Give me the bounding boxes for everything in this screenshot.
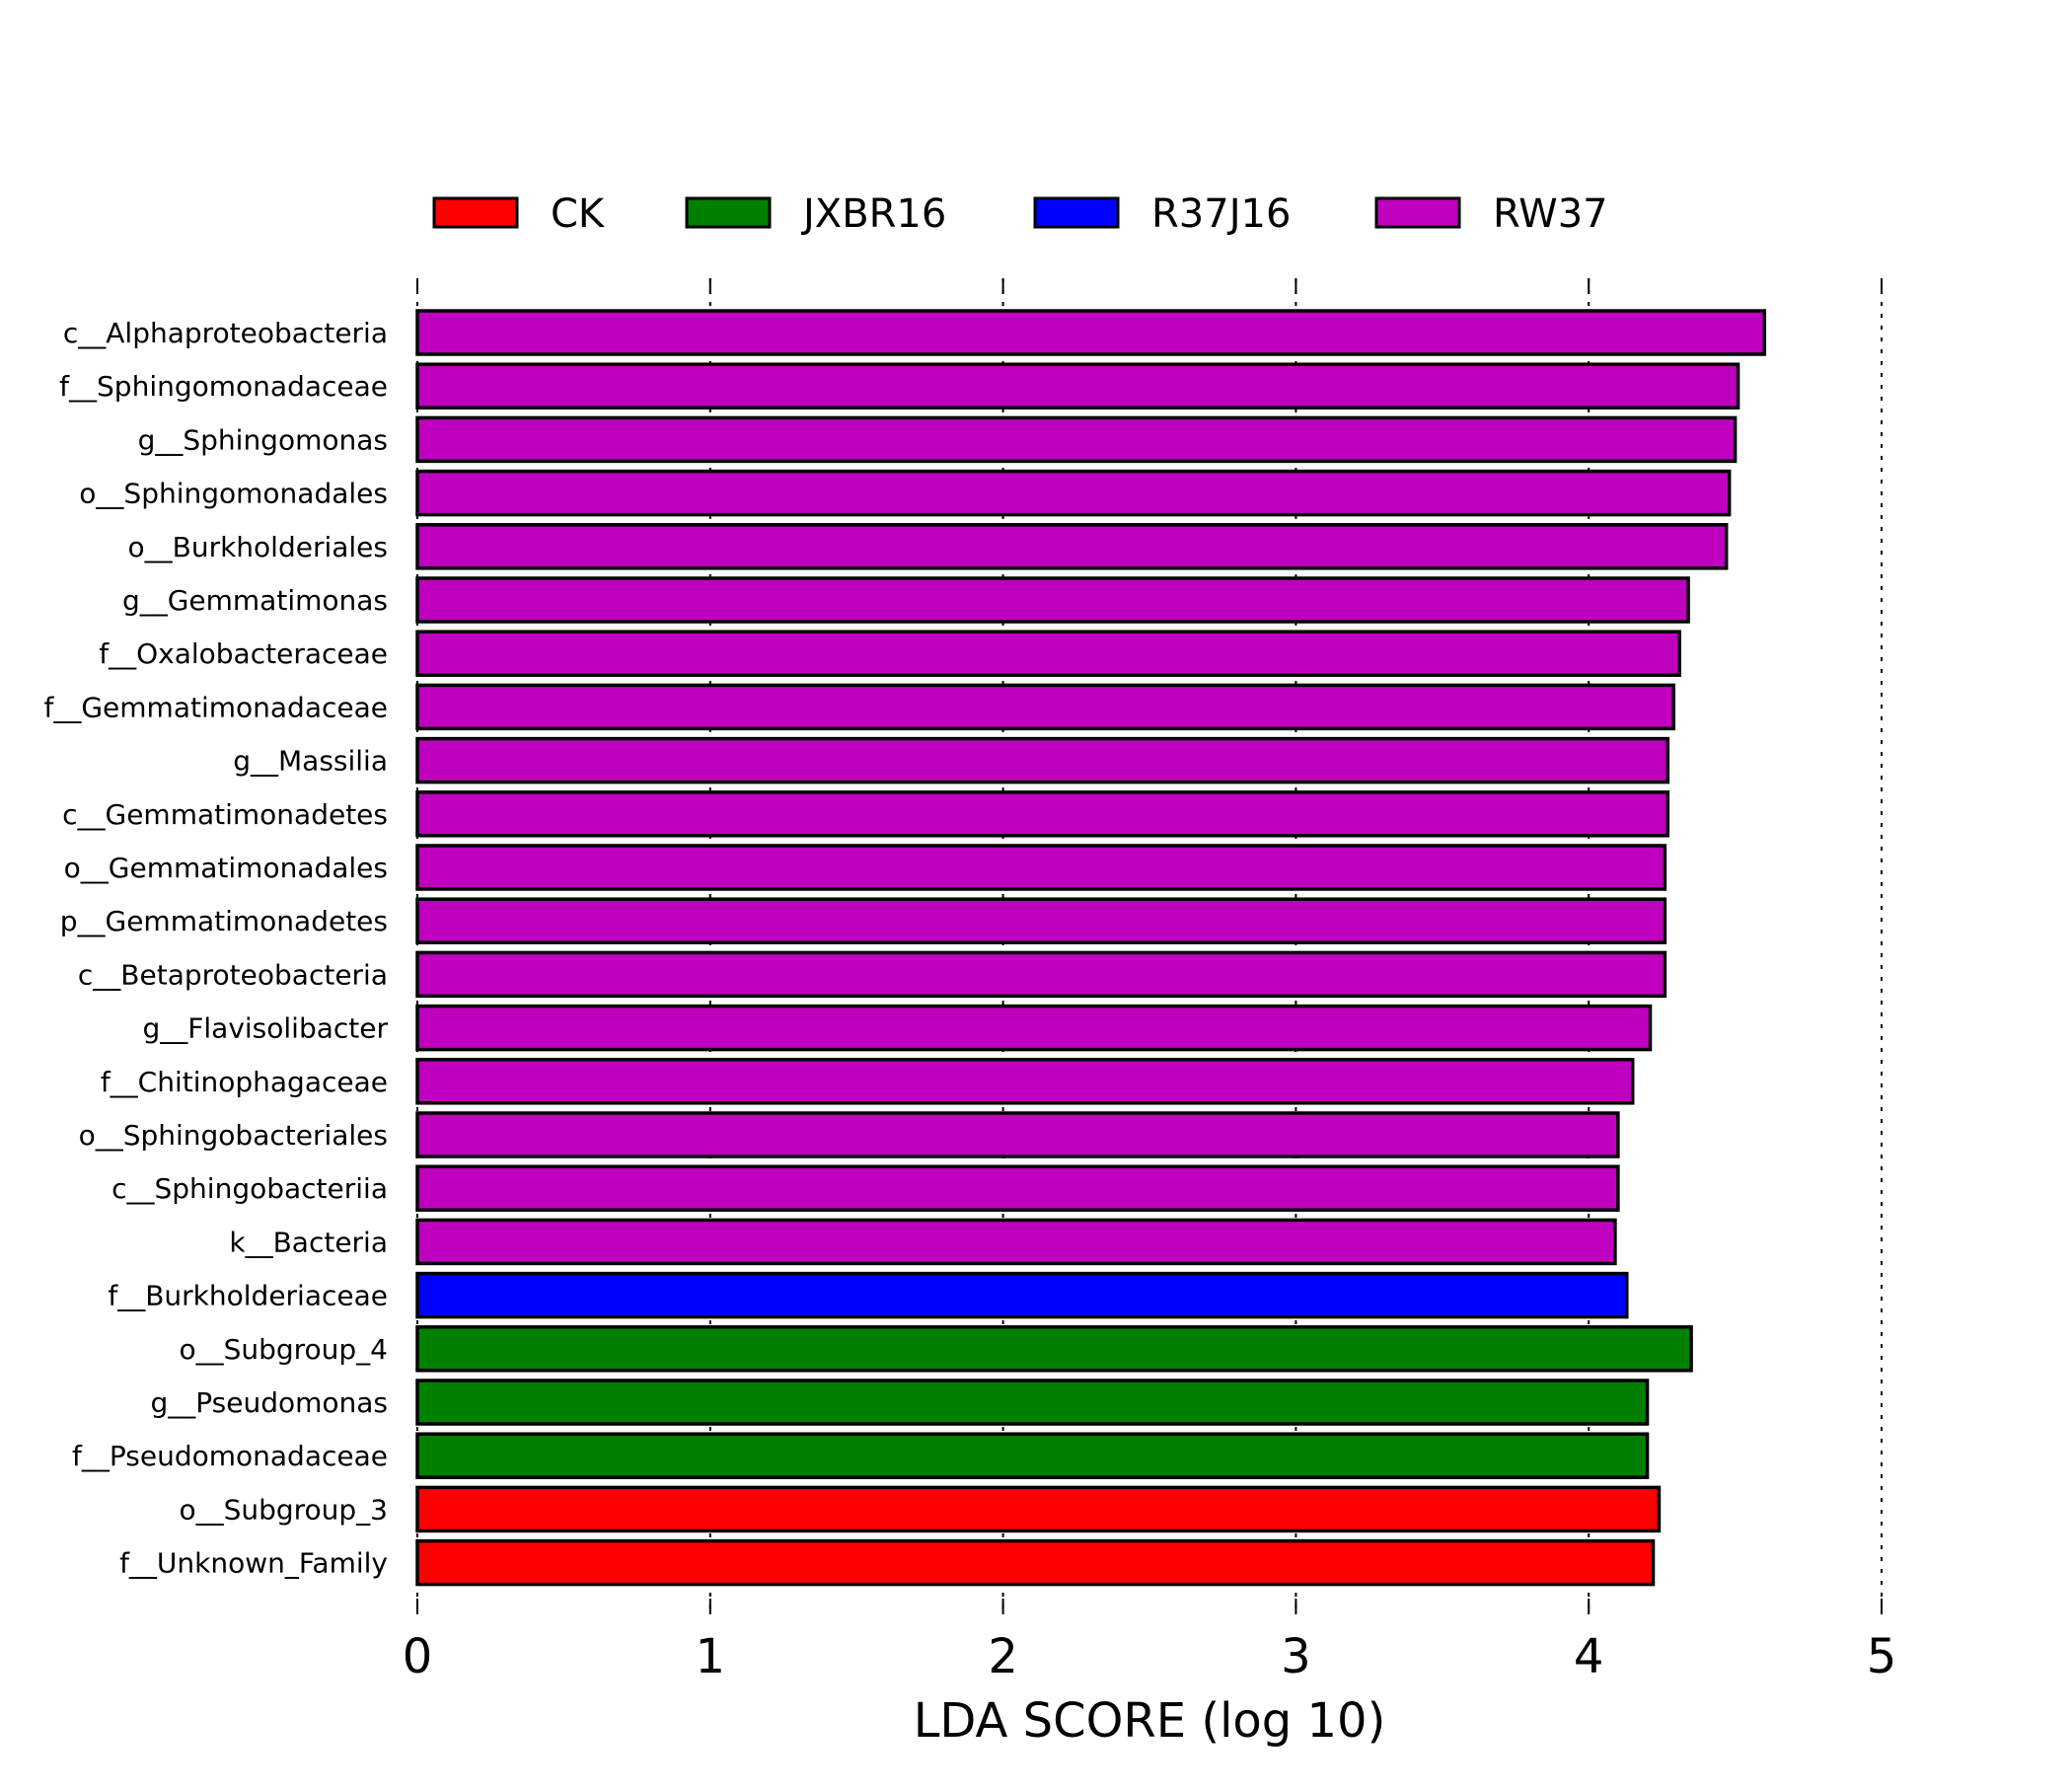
bar bbox=[415, 683, 1676, 731]
bars bbox=[415, 309, 1767, 1587]
bar bbox=[415, 1058, 1635, 1105]
bar bbox=[415, 844, 1667, 891]
bar bbox=[415, 1538, 1656, 1587]
bar bbox=[415, 790, 1670, 838]
bar bbox=[415, 950, 1667, 999]
category-labels: c__Alphaproteobacteria f__Sphingomonadace… bbox=[44, 317, 389, 1580]
bar bbox=[415, 1432, 1650, 1479]
bar bbox=[415, 1164, 1620, 1212]
category-label: f__Burkholderiaceae bbox=[108, 1280, 388, 1312]
legend-swatch bbox=[1374, 196, 1461, 229]
x-tick-label: 0 bbox=[403, 1629, 433, 1684]
x-tick-label: 2 bbox=[988, 1629, 1018, 1684]
bar bbox=[415, 630, 1681, 677]
category-label: g__Sphingomonas bbox=[138, 423, 388, 456]
x-tick-label: 4 bbox=[1574, 1629, 1604, 1684]
legend-label: R37J16 bbox=[1151, 191, 1291, 237]
bar bbox=[415, 1218, 1617, 1266]
category-label: f__Oxalobacteraceae bbox=[99, 637, 388, 670]
bar bbox=[415, 309, 1767, 356]
category-label: o__Subgroup_3 bbox=[179, 1493, 388, 1526]
category-label: o__Sphingobacteriales bbox=[79, 1119, 388, 1152]
bar bbox=[415, 576, 1690, 624]
category-label: o__Sphingomonadales bbox=[79, 478, 388, 510]
bar bbox=[415, 1325, 1693, 1373]
bar bbox=[415, 1271, 1629, 1319]
category-label: c__Gemmatimonadetes bbox=[62, 798, 388, 831]
legend-label: JXBR16 bbox=[800, 191, 946, 237]
legend: CK JXBR16 R37J16 RW37 bbox=[432, 191, 1608, 237]
category-label: g__Gemmatimonas bbox=[122, 584, 388, 617]
legend-label: RW37 bbox=[1493, 191, 1608, 237]
category-label: f__Chitinophagaceae bbox=[101, 1066, 388, 1098]
category-label: g__Flavisolibacter bbox=[143, 1012, 389, 1045]
category-label: g__Massilia bbox=[233, 745, 388, 778]
category-label: f__Gemmatimonadaceae bbox=[44, 691, 389, 723]
legend-swatch bbox=[432, 196, 519, 229]
category-label: o__Gemmatimonadales bbox=[64, 852, 388, 884]
bar bbox=[415, 1004, 1653, 1052]
legend-label: CK bbox=[551, 191, 606, 237]
category-label: c__Alphaproteobacteria bbox=[63, 317, 388, 349]
category-label: f__Sphingomonadaceae bbox=[59, 370, 388, 403]
category-label: c__Betaproteobacteria bbox=[78, 958, 388, 991]
x-tick-label: 5 bbox=[1867, 1629, 1897, 1684]
category-label: f__Pseudomonadaceae bbox=[72, 1440, 388, 1472]
bar bbox=[415, 736, 1670, 784]
bar bbox=[415, 362, 1740, 410]
category-label: f__Unknown_Family bbox=[119, 1547, 388, 1580]
bar bbox=[415, 415, 1738, 464]
x-axis: 0 1 2 3 4 5 bbox=[403, 278, 1897, 1684]
x-tick-label: 3 bbox=[1281, 1629, 1311, 1684]
bar bbox=[415, 523, 1729, 570]
x-axis-title: LDA SCORE (log 10) bbox=[914, 1693, 1386, 1749]
legend-swatch bbox=[685, 196, 772, 229]
category-label: o__Burkholderiales bbox=[127, 531, 388, 563]
legend-swatch bbox=[1033, 196, 1120, 229]
category-label: o__Subgroup_4 bbox=[179, 1333, 388, 1366]
bar bbox=[415, 469, 1732, 517]
bar bbox=[415, 1485, 1662, 1533]
x-tick-label: 1 bbox=[696, 1629, 726, 1684]
bar bbox=[415, 1111, 1620, 1158]
bar bbox=[415, 1379, 1650, 1426]
category-label: g__Pseudomonas bbox=[150, 1386, 388, 1419]
category-label: c__Sphingobacteriia bbox=[111, 1172, 388, 1205]
category-label: k__Bacteria bbox=[229, 1226, 388, 1258]
category-label: p__Gemmatimonadetes bbox=[60, 905, 388, 937]
bar bbox=[415, 897, 1667, 944]
